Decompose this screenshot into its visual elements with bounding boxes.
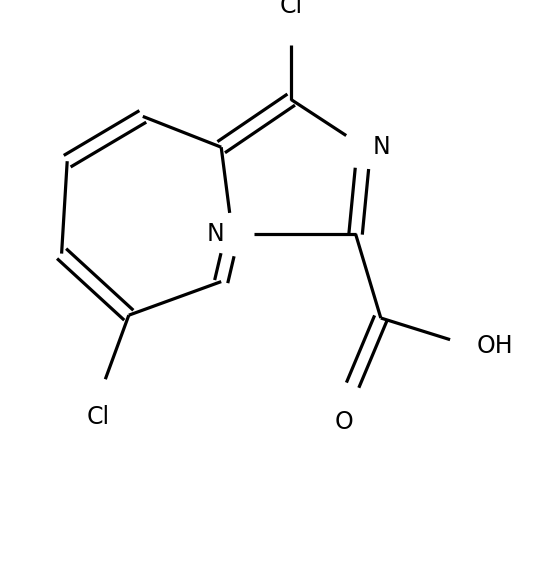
Text: Cl: Cl	[279, 0, 303, 19]
Text: N: N	[206, 222, 224, 246]
Text: N: N	[372, 135, 390, 159]
Text: O: O	[335, 411, 354, 434]
Text: Cl: Cl	[86, 405, 110, 429]
Text: OH: OH	[477, 334, 514, 358]
